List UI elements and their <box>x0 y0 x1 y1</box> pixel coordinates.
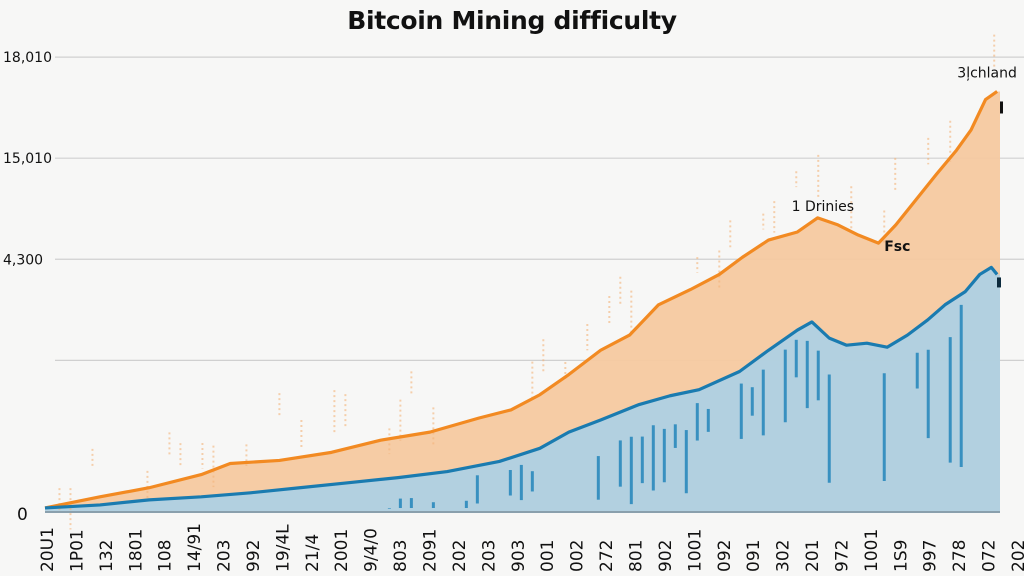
x-tick-label: 203 <box>215 540 235 572</box>
x-tick-label: 091 <box>744 540 764 572</box>
x-tick-label: 002 <box>568 540 588 572</box>
x-tick-label: 19/4L <box>273 524 293 572</box>
x-axis-ticks: 20U1 1P01 132 1801 108 14/91 203 992 19/4L 21/4 20… <box>38 523 1024 572</box>
annotation-label: Fsc <box>884 239 910 255</box>
x-tick-label: 997 <box>921 540 941 572</box>
x-tick-label: 092 <box>715 540 735 572</box>
annotations: 3ļchland 1 Drinies Fsc <box>792 65 1017 255</box>
x-tick-label: 1001 <box>862 529 882 572</box>
x-tick-label: 203 <box>479 540 499 572</box>
x-tick-label: 21/4 <box>303 534 323 572</box>
x-tick-label: 278 <box>950 540 970 572</box>
volume-spikes <box>58 34 996 530</box>
x-tick-label: 902 <box>656 540 676 572</box>
orange-series-line <box>44 90 999 510</box>
x-tick-label: 14/91 <box>185 523 205 572</box>
x-tick-label: 201 <box>803 540 823 572</box>
x-tick-label: 202 <box>450 540 470 572</box>
x-tick-label: 801 <box>626 540 646 572</box>
x-tick-label: 1801 <box>126 529 146 572</box>
x-tick-label: 1S9 <box>891 540 911 572</box>
orange-end-marker <box>1000 101 1003 114</box>
y-tick-label: 18,010 <box>3 50 52 66</box>
x-tick-label: 302 <box>774 540 794 572</box>
y-axis-ticks: 0 4,300 15,010 18,010 <box>3 50 52 525</box>
x-tick-label: 001 <box>538 540 558 572</box>
blue-series-line <box>44 265 999 510</box>
x-tick-label: 972 <box>832 540 852 572</box>
x-tick-label: 272 <box>597 540 617 572</box>
x-tick-label: 108 <box>156 540 176 572</box>
x-tick-label: 903 <box>509 540 529 572</box>
y-tick-label: 0 <box>17 505 28 525</box>
x-tick-label: 1P01 <box>67 529 87 572</box>
y-tick-label: 4,300 <box>3 252 43 268</box>
series-lines <box>44 90 1003 510</box>
x-tick-label: 20U1 <box>38 527 58 572</box>
x-tick-label: 9/4/0 <box>362 528 382 572</box>
x-tick-label: 132 <box>97 540 117 572</box>
x-tick-label: 992 <box>244 540 264 572</box>
x-tick-label: 803 <box>391 540 411 572</box>
y-tick-label: 15,010 <box>3 151 52 167</box>
x-tick-label: 2001 <box>332 529 352 572</box>
blue-end-marker <box>997 277 1001 288</box>
annotation-label: 1 Drinies <box>792 199 854 215</box>
x-tick-label: 072 <box>980 540 1000 572</box>
chart-title: Bitcoin Mining difficulty <box>347 6 677 35</box>
series-areas <box>45 91 1000 512</box>
x-tick-label: 1001 <box>685 529 705 572</box>
x-tick-label: 202 <box>1009 540 1024 572</box>
blue-series-area <box>45 267 1000 512</box>
x-tick-label: 2091 <box>421 529 441 572</box>
annotation-label: 3ļchland <box>957 65 1017 81</box>
